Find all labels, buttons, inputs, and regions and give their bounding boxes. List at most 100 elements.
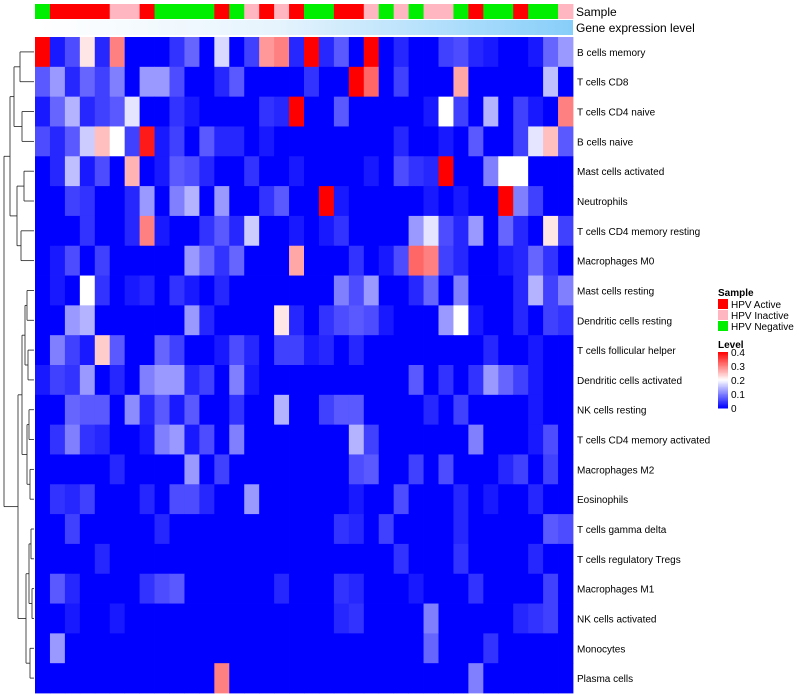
row-label: Mast cells resting [577,286,654,297]
heatmap-cell [468,156,484,187]
sample-annotation-cell [169,4,185,19]
heatmap-cell [513,37,529,68]
heatmap-cell [498,663,514,694]
heatmap-cell [124,305,141,336]
heatmap-cell [318,126,335,157]
heatmap-cell [378,275,395,306]
heatmap-cell [498,37,514,68]
heatmap-cell [184,573,200,604]
heatmap-cell [94,454,111,485]
heatmap-cell [109,186,126,217]
heatmap-cell [184,305,200,336]
heatmap-cell [109,96,126,127]
level-legend-bar-segment [718,360,728,363]
heatmap-cell [453,156,469,187]
heatmap-cell [528,335,544,366]
heatmap-cell [363,454,380,485]
heatmap-cell [139,603,155,634]
heatmap-cell [483,335,499,366]
heatmap-cell [214,514,230,545]
level-legend-bar-segment [718,391,728,394]
heatmap-cell [79,365,96,396]
heatmap-cell [528,603,544,634]
level-legend-tick: 0.2 [731,376,745,387]
heatmap-cell [184,245,200,276]
heatmap-cell [304,96,320,127]
heatmap-cell [109,633,126,664]
heatmap-cell [438,603,454,634]
heatmap-cell [363,663,380,694]
level-legend-bar-segment [718,406,728,409]
sample-annotation-cell [184,4,200,19]
heatmap-cell [289,543,305,575]
heatmap-cell [139,543,155,575]
heatmap-cell [169,275,185,306]
sample-legend-label: HPV Inactive [731,311,789,322]
heatmap-cell [393,573,410,604]
heatmap-cell [229,633,245,664]
heatmap-cell [528,543,544,575]
heatmap-cell [378,96,395,127]
heatmap-cell [79,394,96,426]
heatmap-cell [438,245,454,276]
heatmap-cell [169,37,185,68]
heatmap-cell [94,543,111,575]
heatmap-cell [498,424,514,455]
heatmap-cell [378,573,395,604]
heatmap-cell [498,633,514,664]
heatmap-cell [169,514,185,545]
heatmap-cell [333,66,350,98]
heatmap-cell [304,663,320,694]
sample-annotation-cell [214,4,230,19]
heatmap-cell [199,305,215,336]
heatmap-cell [64,245,81,276]
heatmap-cell [259,454,275,485]
heatmap-cell [438,394,454,426]
heatmap-cell [49,335,66,366]
heatmap-cell [244,37,260,68]
heatmap-cell [259,66,275,98]
heatmap-cell [438,663,454,694]
heatmap-cell [154,484,170,515]
heatmap-cell [109,245,126,276]
heatmap-cell [333,573,350,604]
heatmap-cell [498,573,514,604]
heatmap-cell [244,603,260,634]
heatmap-cells [35,37,574,694]
heatmap-cell [259,215,275,247]
heatmap-cell [483,305,499,336]
heatmap-cell [94,186,111,217]
sample-annotation-cell [453,4,469,19]
heatmap-cell [229,37,245,68]
heatmap-cell [378,186,395,217]
level-legend-bar-segment [718,374,728,377]
heatmap-cell [169,394,185,426]
heatmap-cell [468,573,484,604]
heatmap-cell [64,514,81,545]
level-legend-bar-segment [718,353,728,356]
sample-annotation-cell [244,4,260,19]
heatmap-cell [35,514,51,545]
heatmap-cell [348,603,365,634]
level-legend-bar-segment [718,357,728,360]
heatmap-cell [498,484,514,515]
heatmap-cell [35,245,51,276]
heatmap-cell [318,305,335,336]
heatmap-cell [438,126,454,157]
heatmap-cell [79,186,96,217]
heatmap-cell [423,96,439,127]
heatmap-cell [408,335,424,366]
heatmap-cell [154,96,170,127]
heatmap-cell [79,663,96,694]
heatmap-cell [79,96,96,127]
heatmap-cell [94,126,111,157]
heatmap-cell [318,543,335,575]
heatmap-cell [35,603,51,634]
heatmap-cell [214,126,230,157]
heatmap-cell [438,186,454,217]
level-legend-bar-segment [718,371,728,374]
level-legend-bar-segment [718,399,728,402]
heatmap-cell [408,663,424,694]
heatmap-cell [393,603,410,634]
heatmap-cell [543,215,559,247]
